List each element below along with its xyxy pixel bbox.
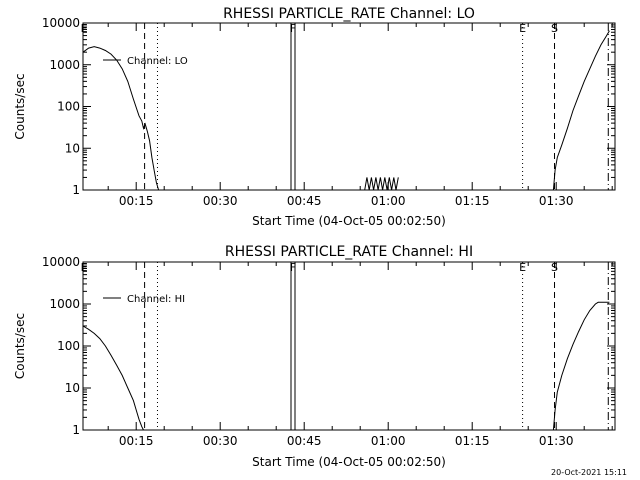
y-tick-label: 100 — [57, 339, 80, 353]
y-axis-label: Counts/sec — [13, 313, 27, 379]
x-tick-label: 00:30 — [203, 194, 238, 208]
x-tick-label: 00:30 — [203, 434, 238, 448]
lo-channel-panel: RHESSI PARTICLE_RATE Channel: LO Start T… — [13, 6, 616, 228]
event-marker-label: E — [519, 22, 526, 35]
x-tick-label: 01:30 — [539, 434, 574, 448]
y-tick-label: 1 — [72, 423, 80, 437]
series-line — [364, 177, 399, 191]
plot-timestamp: 20-Oct-2021 15:11 — [551, 468, 627, 477]
event-marker-label: F — [290, 22, 296, 35]
x-axis-label: Start Time (04-Oct-05 00:02:50) — [252, 455, 446, 469]
event-marker-label: S — [551, 22, 558, 35]
legend-label: Channel: LO — [127, 56, 188, 67]
x-tick-label: 01:30 — [539, 194, 574, 208]
chart-title: RHESSI PARTICLE_RATE Channel: LO — [223, 6, 475, 22]
x-axis-label: Start Time (04-Oct-05 00:02:50) — [252, 214, 446, 228]
series-line — [82, 46, 160, 191]
event-marker-label: E — [519, 261, 526, 274]
x-tick-label: 01:15 — [455, 194, 490, 208]
x-tick-label: 01:00 — [371, 434, 406, 448]
plot-frame — [82, 261, 616, 431]
y-tick-label: 1000 — [49, 297, 80, 311]
hi-channel-panel: RHESSI PARTICLE_RATE Channel: HI Start T… — [13, 244, 616, 469]
x-tick-label: 00:45 — [287, 194, 322, 208]
chart-title: RHESSI PARTICLE_RATE Channel: HI — [225, 244, 473, 260]
y-tick-label: 10000 — [42, 16, 80, 30]
x-tick-label: 00:15 — [119, 194, 154, 208]
y-tick-label: 10000 — [42, 255, 80, 269]
series-line — [552, 301, 610, 431]
y-axis-label: Counts/sec — [13, 73, 27, 139]
series-line — [552, 30, 610, 191]
event-marker-label: E — [81, 261, 88, 274]
y-tick-label: 10 — [65, 141, 80, 155]
x-tick-label: 00:15 — [119, 434, 154, 448]
event-marker-label: E — [81, 22, 88, 35]
y-tick-label: 1 — [72, 183, 80, 197]
event-marker-label: S — [551, 261, 558, 274]
series-line — [82, 325, 144, 431]
x-tick-label: 01:00 — [371, 194, 406, 208]
x-tick-label: 00:45 — [287, 434, 322, 448]
legend-label: Channel: HI — [127, 294, 185, 305]
y-tick-label: 100 — [57, 100, 80, 114]
y-tick-label: 10 — [65, 381, 80, 395]
event-marker-label: F — [290, 261, 296, 274]
x-tick-label: 01:15 — [455, 434, 490, 448]
y-tick-label: 1000 — [49, 58, 80, 72]
plot-frame — [82, 22, 616, 191]
